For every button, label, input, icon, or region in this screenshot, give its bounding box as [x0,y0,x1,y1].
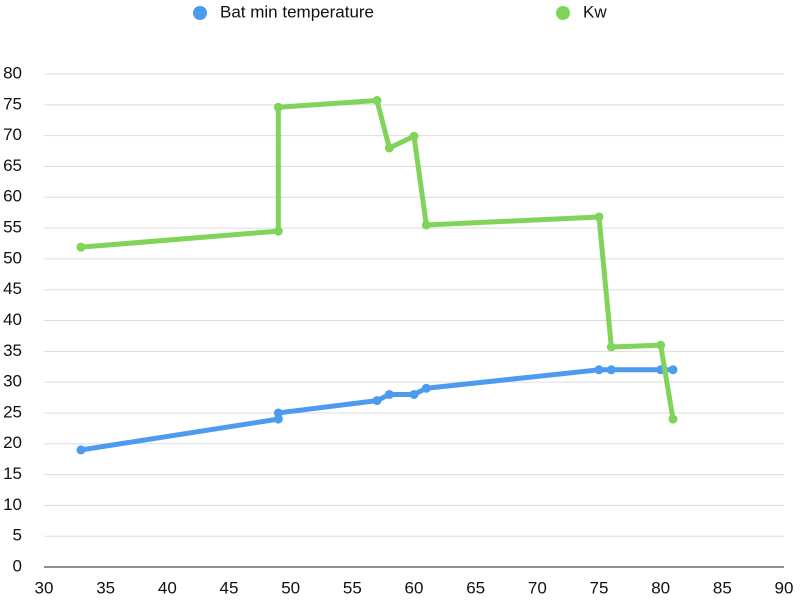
legend-marker [556,6,570,20]
y-tick-label: 35 [3,341,22,360]
data-point [384,389,394,399]
data-point [606,342,616,352]
x-tick-label: 70 [528,578,547,597]
data-point [273,414,283,424]
y-tick-label: 0 [13,556,22,575]
y-tick-label: 25 [3,402,22,421]
data-point [421,383,431,393]
data-point [372,95,382,105]
y-tick-label: 60 [3,187,22,206]
data-point [409,389,419,399]
y-tick-label: 50 [3,248,22,267]
y-tick-label: 80 [3,63,22,82]
x-tick-label: 30 [35,578,54,597]
y-tick-label: 10 [3,495,22,514]
data-point [273,102,283,112]
y-tick-label: 30 [3,372,22,391]
data-point [606,365,616,375]
x-tick-label: 90 [775,578,794,597]
x-tick-label: 75 [590,578,609,597]
x-tick-label: 50 [281,578,300,597]
data-point [668,414,678,424]
y-tick-label: 5 [13,526,22,545]
data-point [668,365,678,375]
legend-label: Bat min temperature [220,2,374,21]
data-point [656,340,666,350]
x-tick-label: 85 [713,578,732,597]
x-tick-label: 65 [466,578,485,597]
data-point [594,212,604,222]
y-tick-label: 20 [3,433,22,452]
data-point [421,220,431,230]
data-point [76,445,86,455]
y-tick-label: 15 [3,464,22,483]
data-point [409,131,419,141]
data-point [273,408,283,418]
y-tick-label: 45 [3,279,22,298]
x-tick-label: 60 [405,578,424,597]
legend-label: Kw [583,2,607,21]
data-point [372,396,382,406]
x-tick-label: 80 [651,578,670,597]
y-tick-label: 70 [3,125,22,144]
data-point [76,242,86,252]
x-tick-label: 35 [96,578,115,597]
x-tick-label: 40 [158,578,177,597]
data-point [384,143,394,153]
legend-marker [193,6,207,20]
data-point [273,226,283,236]
x-tick-label: 45 [220,578,239,597]
y-tick-label: 55 [3,218,22,237]
x-tick-label: 55 [343,578,362,597]
y-tick-label: 65 [3,156,22,175]
data-point [594,365,604,375]
y-tick-label: 40 [3,310,22,329]
y-tick-label: 75 [3,94,22,113]
